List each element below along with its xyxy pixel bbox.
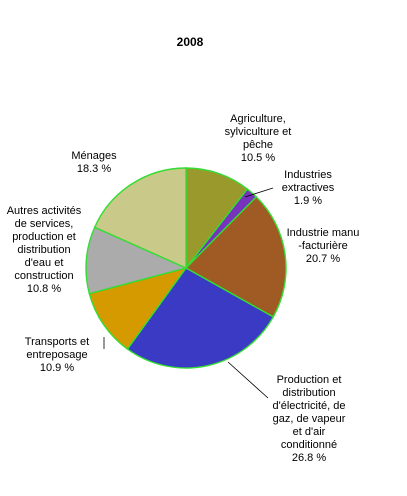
slice-label-line: 10.8 % [27, 283, 61, 295]
slice-label-line: distribution [17, 244, 70, 256]
slice-label-line: distribution [282, 387, 335, 399]
slice-label-line: conditionné [281, 439, 337, 451]
slice-label-line: 1.9 % [294, 195, 322, 207]
pie-slice [126, 267, 275, 369]
slice-label-line: Transports et [25, 336, 89, 348]
slice-label-line: et d'air [293, 426, 326, 438]
slice-label: Industrie manu -facturière 20.7 % [287, 227, 360, 265]
slice-label-line: Industrie manu [287, 227, 360, 239]
chart-title: 2008 [177, 35, 204, 49]
slice-label-line: gaz, de vapeur [273, 413, 346, 425]
slice-label-line: Ménages [71, 150, 117, 162]
slice-labels: Agriculture, sylviculture et pêche 10.5 % In… [7, 113, 360, 464]
slice-label-line: Autres activités [7, 205, 82, 217]
slice-label-line: extractives [282, 182, 335, 194]
slice-label-line: Production et [277, 374, 342, 386]
slice-label-line: 10.9 % [40, 362, 74, 374]
leader-line [244, 187, 274, 198]
slice-label: Transports et entreposage 10.9 % [25, 336, 89, 374]
slice-label: Production et distribution d'électricité, … [272, 374, 345, 464]
slice-label-line: entreposage [26, 349, 87, 361]
slice-label-line: 10.5 % [241, 152, 275, 164]
leader-lines [103, 187, 274, 399]
slice-label-line: Agriculture, [230, 113, 286, 125]
slice-label-line: construction [14, 270, 73, 282]
slice-label-line: 26.8 % [292, 452, 326, 464]
slice-label: Agriculture, sylviculture et pêche 10.5 % [225, 113, 292, 164]
leader-line [227, 361, 269, 399]
slice-label-line: d'électricité, de [272, 400, 345, 412]
pie-slice [88, 266, 188, 351]
slice-label-line: de services, [15, 218, 74, 230]
slice-label: Autres activités de services, production e… [7, 205, 82, 295]
pie-slices [85, 167, 287, 369]
slice-label-line: -facturière [298, 240, 348, 252]
slice-label-line: d'eau et [25, 257, 64, 269]
slice-label-line: pêche [243, 139, 273, 151]
slice-label: Ménages 18.3 % [71, 150, 117, 175]
slice-label: Industries extractives 1.9 % [282, 169, 335, 207]
pie-slice [184, 195, 287, 318]
pie-slice [85, 226, 189, 295]
pie-slice [93, 167, 187, 270]
slice-label-line: Industries [284, 169, 332, 181]
slice-label-line: production et [12, 231, 76, 243]
slice-label-line: 20.7 % [306, 253, 340, 265]
slice-label-line: 18.3 % [77, 163, 111, 175]
slice-label-line: sylviculture et [225, 126, 292, 138]
